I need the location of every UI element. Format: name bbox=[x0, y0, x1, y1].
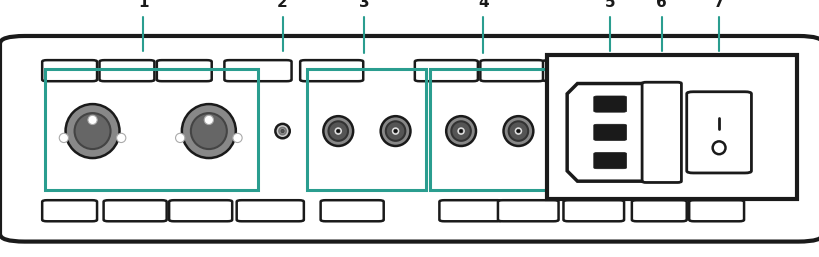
FancyBboxPatch shape bbox=[43, 60, 97, 81]
FancyBboxPatch shape bbox=[103, 200, 167, 221]
Text: 3: 3 bbox=[360, 0, 369, 10]
Ellipse shape bbox=[324, 116, 353, 146]
Text: 6: 6 bbox=[656, 0, 667, 10]
FancyBboxPatch shape bbox=[642, 82, 681, 182]
FancyBboxPatch shape bbox=[604, 60, 665, 81]
Bar bbox=[547, 55, 797, 199]
FancyBboxPatch shape bbox=[686, 92, 752, 173]
Bar bbox=[45, 69, 258, 190]
Text: 7: 7 bbox=[714, 0, 724, 10]
FancyBboxPatch shape bbox=[563, 200, 624, 221]
Ellipse shape bbox=[66, 104, 120, 158]
Ellipse shape bbox=[509, 121, 528, 141]
Ellipse shape bbox=[328, 121, 348, 141]
FancyBboxPatch shape bbox=[100, 60, 154, 81]
FancyBboxPatch shape bbox=[415, 60, 478, 81]
Text: 4: 4 bbox=[478, 0, 488, 10]
FancyBboxPatch shape bbox=[169, 200, 233, 221]
Ellipse shape bbox=[394, 129, 397, 133]
Ellipse shape bbox=[391, 126, 400, 136]
FancyBboxPatch shape bbox=[320, 200, 383, 221]
Ellipse shape bbox=[381, 116, 410, 146]
Ellipse shape bbox=[116, 133, 126, 143]
Text: 5: 5 bbox=[605, 0, 615, 10]
Ellipse shape bbox=[191, 113, 227, 149]
Ellipse shape bbox=[451, 121, 471, 141]
Ellipse shape bbox=[459, 129, 463, 133]
Ellipse shape bbox=[281, 130, 284, 133]
Text: 2: 2 bbox=[277, 0, 288, 10]
FancyBboxPatch shape bbox=[690, 200, 744, 221]
Polygon shape bbox=[567, 84, 654, 181]
FancyBboxPatch shape bbox=[594, 96, 627, 112]
FancyBboxPatch shape bbox=[43, 200, 97, 221]
FancyBboxPatch shape bbox=[632, 200, 686, 221]
Text: 1: 1 bbox=[138, 0, 148, 10]
Ellipse shape bbox=[333, 126, 343, 136]
Ellipse shape bbox=[386, 121, 405, 141]
FancyBboxPatch shape bbox=[157, 60, 211, 81]
Bar bbox=[430, 69, 549, 190]
FancyBboxPatch shape bbox=[439, 200, 502, 221]
Ellipse shape bbox=[233, 133, 242, 143]
FancyBboxPatch shape bbox=[0, 36, 819, 242]
Ellipse shape bbox=[514, 126, 523, 136]
Ellipse shape bbox=[275, 124, 290, 138]
Ellipse shape bbox=[182, 104, 236, 158]
Ellipse shape bbox=[456, 126, 466, 136]
FancyBboxPatch shape bbox=[301, 60, 364, 81]
FancyBboxPatch shape bbox=[594, 124, 627, 140]
FancyBboxPatch shape bbox=[498, 200, 559, 221]
Ellipse shape bbox=[175, 133, 185, 143]
Bar bbox=[307, 69, 426, 190]
Ellipse shape bbox=[337, 129, 340, 133]
Ellipse shape bbox=[713, 141, 726, 154]
FancyBboxPatch shape bbox=[224, 60, 292, 81]
Ellipse shape bbox=[75, 113, 111, 149]
FancyBboxPatch shape bbox=[665, 60, 720, 81]
Ellipse shape bbox=[446, 116, 476, 146]
FancyBboxPatch shape bbox=[237, 200, 304, 221]
Ellipse shape bbox=[504, 116, 533, 146]
Ellipse shape bbox=[279, 127, 286, 135]
FancyBboxPatch shape bbox=[722, 60, 777, 81]
FancyBboxPatch shape bbox=[543, 60, 604, 81]
Ellipse shape bbox=[517, 129, 520, 133]
Ellipse shape bbox=[59, 133, 69, 143]
FancyBboxPatch shape bbox=[594, 153, 627, 169]
Ellipse shape bbox=[204, 115, 214, 125]
FancyBboxPatch shape bbox=[480, 60, 543, 81]
Ellipse shape bbox=[88, 115, 97, 125]
